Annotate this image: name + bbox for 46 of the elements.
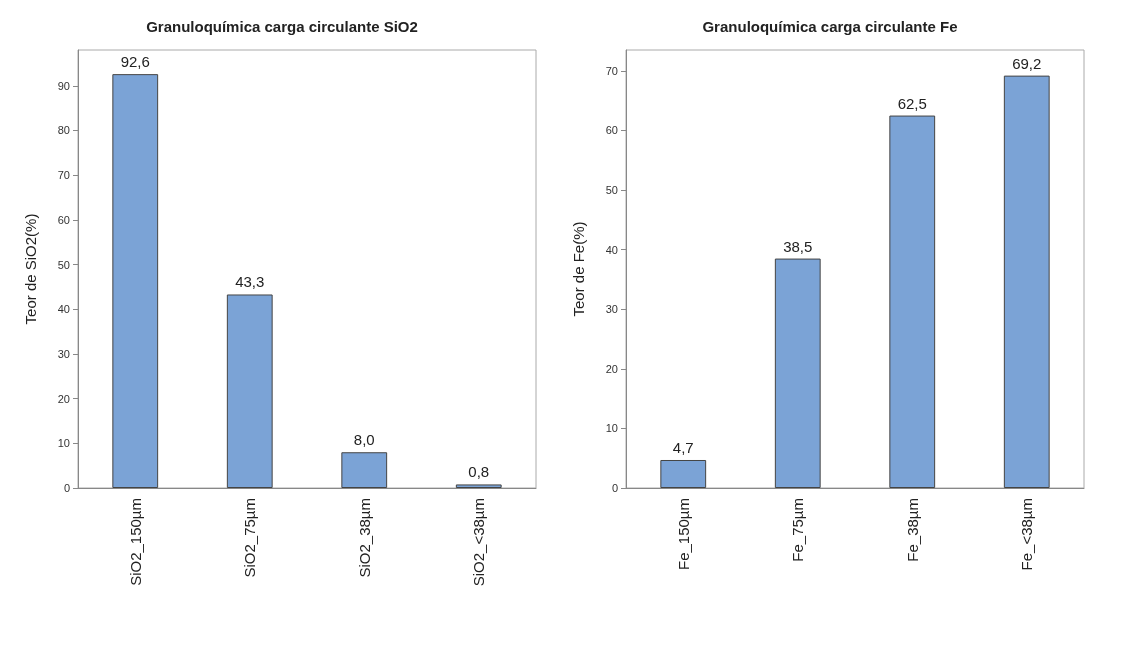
y-axis-title: Teor de Fe(%) <box>570 221 587 317</box>
y-tick-label: 10 <box>605 422 618 435</box>
y-tick-label: 10 <box>57 437 70 450</box>
data-label: 38,5 <box>783 237 813 255</box>
y-tick-label: 70 <box>605 64 618 77</box>
x-tick-label: Fe_38µm <box>903 498 921 562</box>
data-label: 0,8 <box>468 463 490 481</box>
x-tick-label: Fe_150µm <box>674 498 692 571</box>
y-tick-label: 50 <box>605 184 618 197</box>
bar <box>660 459 707 488</box>
bar <box>889 115 936 488</box>
y-tick-label: 30 <box>605 303 618 316</box>
data-label: 62,5 <box>897 94 927 112</box>
x-tick-label: SiO2_38µm <box>355 498 373 578</box>
y-tick-label: 0 <box>611 482 618 494</box>
data-label: 43,3 <box>235 273 265 291</box>
y-tick-label: 20 <box>57 392 70 405</box>
x-tick-label: Fe_75µm <box>789 498 807 562</box>
x-tick-label: SiO2_150µm <box>126 498 144 586</box>
bar <box>774 258 821 488</box>
y-tick-label: 20 <box>605 362 618 375</box>
y-tick-label: 80 <box>57 124 70 137</box>
y-tick-label: 40 <box>57 303 70 316</box>
y-tick-label: 70 <box>57 169 70 182</box>
chart-title: Granuloquímica carga circulante SiO2 <box>146 18 418 35</box>
y-tick-label: 0 <box>63 482 70 494</box>
y-tick-label: 30 <box>57 347 70 360</box>
data-label: 92,6 <box>120 53 150 71</box>
bar <box>226 294 273 488</box>
chart-title: Granuloquímica carga circulante Fe <box>702 18 958 35</box>
bar <box>112 74 159 488</box>
y-tick-label: 90 <box>57 79 70 92</box>
bar <box>455 484 502 488</box>
y-tick-label: 40 <box>605 243 618 256</box>
y-tick-label: 60 <box>605 124 618 137</box>
x-tick-label: SiO2_<38µm <box>470 498 488 587</box>
y-tick-label: 60 <box>57 213 70 226</box>
x-tick-label: Fe_<38µm <box>1018 498 1036 571</box>
bar <box>1003 75 1050 488</box>
y-axis-title: Teor de SiO2(%) <box>22 213 39 325</box>
data-label: 69,2 <box>1012 54 1042 72</box>
y-tick-label: 50 <box>57 258 70 271</box>
x-tick-label: SiO2_75µm <box>241 498 259 578</box>
data-label: 8,0 <box>353 431 375 449</box>
data-label: 4,7 <box>672 438 694 456</box>
bar <box>341 452 388 488</box>
